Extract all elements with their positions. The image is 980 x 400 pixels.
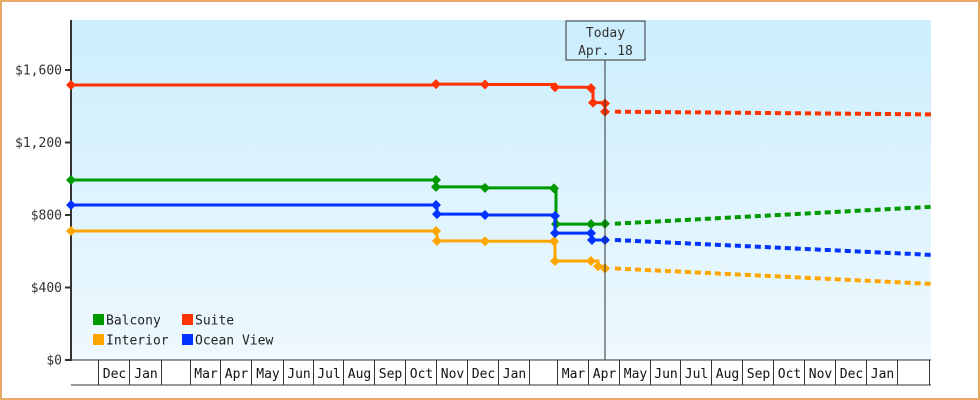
legend-label: Interior [106, 334, 169, 349]
x-tick-label: Nov [441, 367, 465, 382]
data-point[interactable] [550, 256, 560, 267]
data-point[interactable] [431, 181, 441, 192]
x-tick-label: Jan [871, 367, 894, 382]
data-point[interactable] [66, 80, 76, 91]
x-tick-label: Mar [562, 367, 586, 382]
today-date: Apr. 18 [578, 44, 633, 59]
data-point[interactable] [431, 79, 441, 90]
data-point[interactable] [550, 210, 560, 221]
x-tick-label: Jun [654, 367, 677, 382]
data-point[interactable] [480, 182, 490, 193]
data-point[interactable] [586, 83, 596, 94]
x-tick-label: Dec [472, 367, 495, 382]
data-point[interactable] [431, 225, 441, 236]
data-point[interactable] [480, 236, 490, 247]
y-tick-label: $0 [46, 354, 62, 369]
data-point[interactable] [66, 225, 76, 236]
plot-area [71, 20, 931, 360]
legend-label: Balcony [106, 314, 161, 329]
data-point[interactable] [549, 236, 559, 247]
x-tick-label: Aug [348, 367, 371, 382]
x-tick-label: Apr [593, 367, 617, 382]
x-tick-label: Jan [503, 367, 526, 382]
data-point[interactable] [549, 183, 559, 194]
data-point[interactable] [66, 200, 76, 211]
legend-swatch [93, 334, 104, 345]
x-tick-label: Sep [747, 367, 771, 382]
data-point[interactable] [586, 228, 596, 239]
data-point[interactable] [432, 235, 442, 246]
series-lines [66, 79, 932, 286]
legend-swatch [182, 334, 193, 345]
data-point[interactable] [480, 210, 490, 220]
data-point[interactable] [66, 175, 76, 186]
x-tick-label: Sep [379, 367, 403, 382]
x-tick-label: May [624, 367, 648, 382]
x-tick-label: Aug [716, 367, 739, 382]
y-tick-label: $800 [31, 209, 62, 224]
data-point[interactable] [431, 175, 441, 186]
today-marker: Today Apr. 18 [565, 20, 646, 360]
today-label: Today [586, 26, 625, 41]
data-point[interactable] [588, 97, 598, 108]
data-point[interactable] [550, 228, 560, 239]
y-tick-label: $1,600 [15, 64, 62, 79]
x-tick-label: Oct [410, 367, 433, 382]
x-tick-label: Jan [134, 367, 157, 382]
data-point[interactable] [432, 209, 442, 220]
y-tick-label: $400 [31, 281, 62, 296]
x-tick-label: Dec [840, 367, 863, 382]
legend-label: Suite [195, 314, 234, 329]
legend: Balcony Suite Interior Ocean View [93, 314, 273, 349]
x-tick-label: Apr [225, 367, 249, 382]
x-tick-label: Jul [317, 367, 340, 382]
legend-swatch [93, 314, 104, 325]
x-tick-label: Mar [194, 367, 218, 382]
x-tick-label: Oct [778, 367, 801, 382]
y-tick-label: $1,200 [15, 136, 62, 151]
forecast-line-balcony [614, 204, 932, 226]
forecast-line-suite [614, 109, 932, 117]
x-tick-label: May [256, 367, 280, 382]
x-tick-label: Dec [103, 367, 126, 382]
x-tick-label: Jun [287, 367, 310, 382]
legend-swatch [182, 314, 193, 325]
x-axis: Dec Jan Mar Apr May Jun Jul Aug Sep Oct Nov Dec Jan M… [71, 359, 931, 386]
data-point[interactable] [550, 82, 560, 93]
data-point[interactable] [586, 219, 596, 230]
x-tick-label: Jul [685, 367, 708, 382]
data-point[interactable] [480, 79, 490, 90]
forecast-line-interior [614, 266, 932, 286]
y-axis: $0 $400 $800 $1,200 $1,600 [15, 20, 72, 369]
data-point[interactable] [586, 256, 596, 267]
x-tick-label: Nov [809, 367, 833, 382]
legend-label: Ocean View [195, 334, 273, 349]
data-point[interactable] [431, 200, 441, 211]
data-point[interactable] [587, 235, 597, 246]
forecast-line-ocean-view [614, 238, 932, 257]
